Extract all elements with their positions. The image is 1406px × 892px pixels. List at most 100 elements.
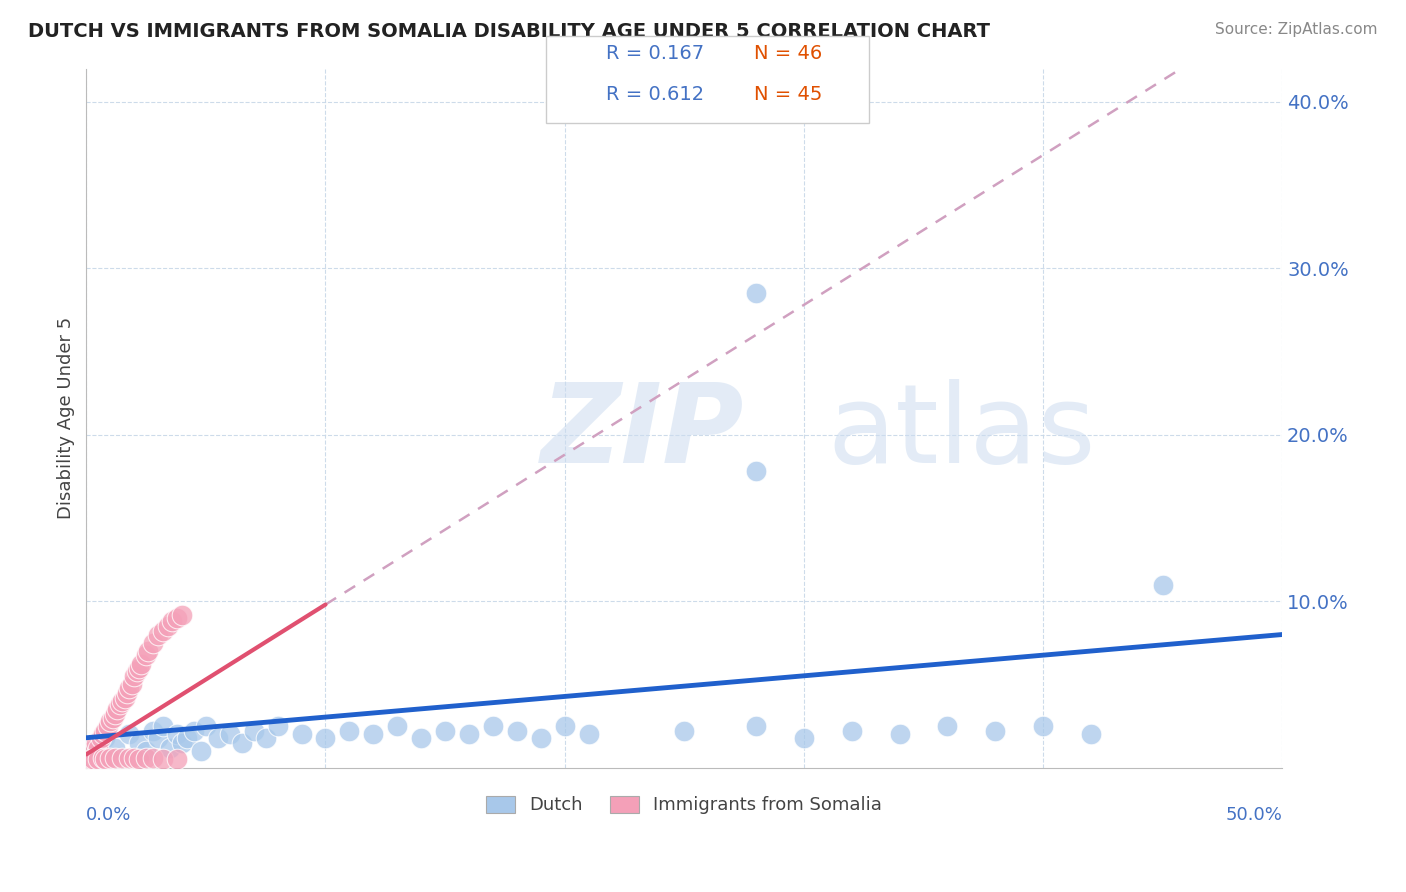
Point [176,731,198,745]
Legend: Dutch, Immigrants from Somalia: Dutch, Immigrants from Somalia [479,789,890,822]
Point [125,664,148,678]
Point [314,731,336,745]
Point [131,657,153,672]
Point [166,611,188,625]
Point [194,719,217,733]
Point [162,614,184,628]
Point [170,736,193,750]
Text: Source: ZipAtlas.com: Source: ZipAtlas.com [1215,22,1378,37]
Point [745,464,768,478]
Point [458,727,481,741]
Point [122,750,145,764]
Point [387,719,409,733]
Point [745,719,768,733]
Point [290,727,312,741]
Point [111,750,134,764]
Point [135,750,157,764]
Point [1080,727,1102,741]
Point [159,740,181,755]
Point [142,636,165,650]
Point [841,724,863,739]
Point [128,752,150,766]
Point [91,750,114,764]
Point [242,724,264,739]
Text: 0.0%: 0.0% [86,806,132,824]
Point [156,619,179,633]
Point [434,724,457,739]
Point [111,694,134,708]
Point [984,724,1007,739]
Point [97,719,120,733]
Point [84,736,107,750]
Point [207,731,229,745]
Text: atlas: atlas [828,378,1097,485]
Text: N = 46: N = 46 [754,44,823,63]
Point [104,740,127,755]
Point [121,677,143,691]
Point [339,724,361,739]
Point [108,698,131,712]
Point [506,724,529,739]
Text: ZIP: ZIP [541,378,744,485]
Point [166,752,188,766]
Point [104,750,127,764]
Point [118,750,141,764]
Point [87,752,110,766]
Point [87,740,110,755]
Point [98,750,121,764]
Point [152,624,174,639]
Point [115,686,138,700]
Point [101,711,124,725]
Point [1152,577,1174,591]
Point [363,727,385,741]
Point [482,719,505,733]
Point [889,727,911,741]
Point [411,731,433,745]
Text: R = 0.612: R = 0.612 [606,85,704,104]
Point [114,690,136,705]
Point [231,736,253,750]
Point [104,707,127,722]
Point [91,727,114,741]
Point [94,752,117,766]
Point [122,669,145,683]
Point [673,724,696,739]
Point [82,752,104,766]
Text: 50.0%: 50.0% [1226,806,1282,824]
Point [128,661,150,675]
Point [128,736,150,750]
Point [578,727,600,741]
Point [1032,719,1054,733]
Point [530,731,553,745]
Point [170,607,193,622]
Point [118,727,141,741]
Point [105,702,128,716]
Point [94,724,117,739]
Y-axis label: Disability Age Under 5: Disability Age Under 5 [58,317,75,519]
Point [80,752,103,766]
Point [183,724,205,739]
Text: R = 0.167: R = 0.167 [606,44,704,63]
Point [266,719,288,733]
Point [80,744,103,758]
Point [166,727,188,741]
Text: N = 45: N = 45 [754,85,823,104]
Point [745,286,768,301]
Point [190,744,212,758]
Point [135,744,157,758]
Point [146,731,169,745]
Point [218,727,240,741]
Point [90,731,112,745]
Point [118,681,141,695]
Point [94,731,117,745]
Point [152,752,174,766]
Point [146,627,169,641]
Point [138,644,160,658]
Point [135,648,157,662]
Point [554,719,576,733]
Point [793,731,815,745]
Point [254,731,277,745]
Point [152,719,174,733]
Point [936,719,959,733]
Point [98,714,121,728]
